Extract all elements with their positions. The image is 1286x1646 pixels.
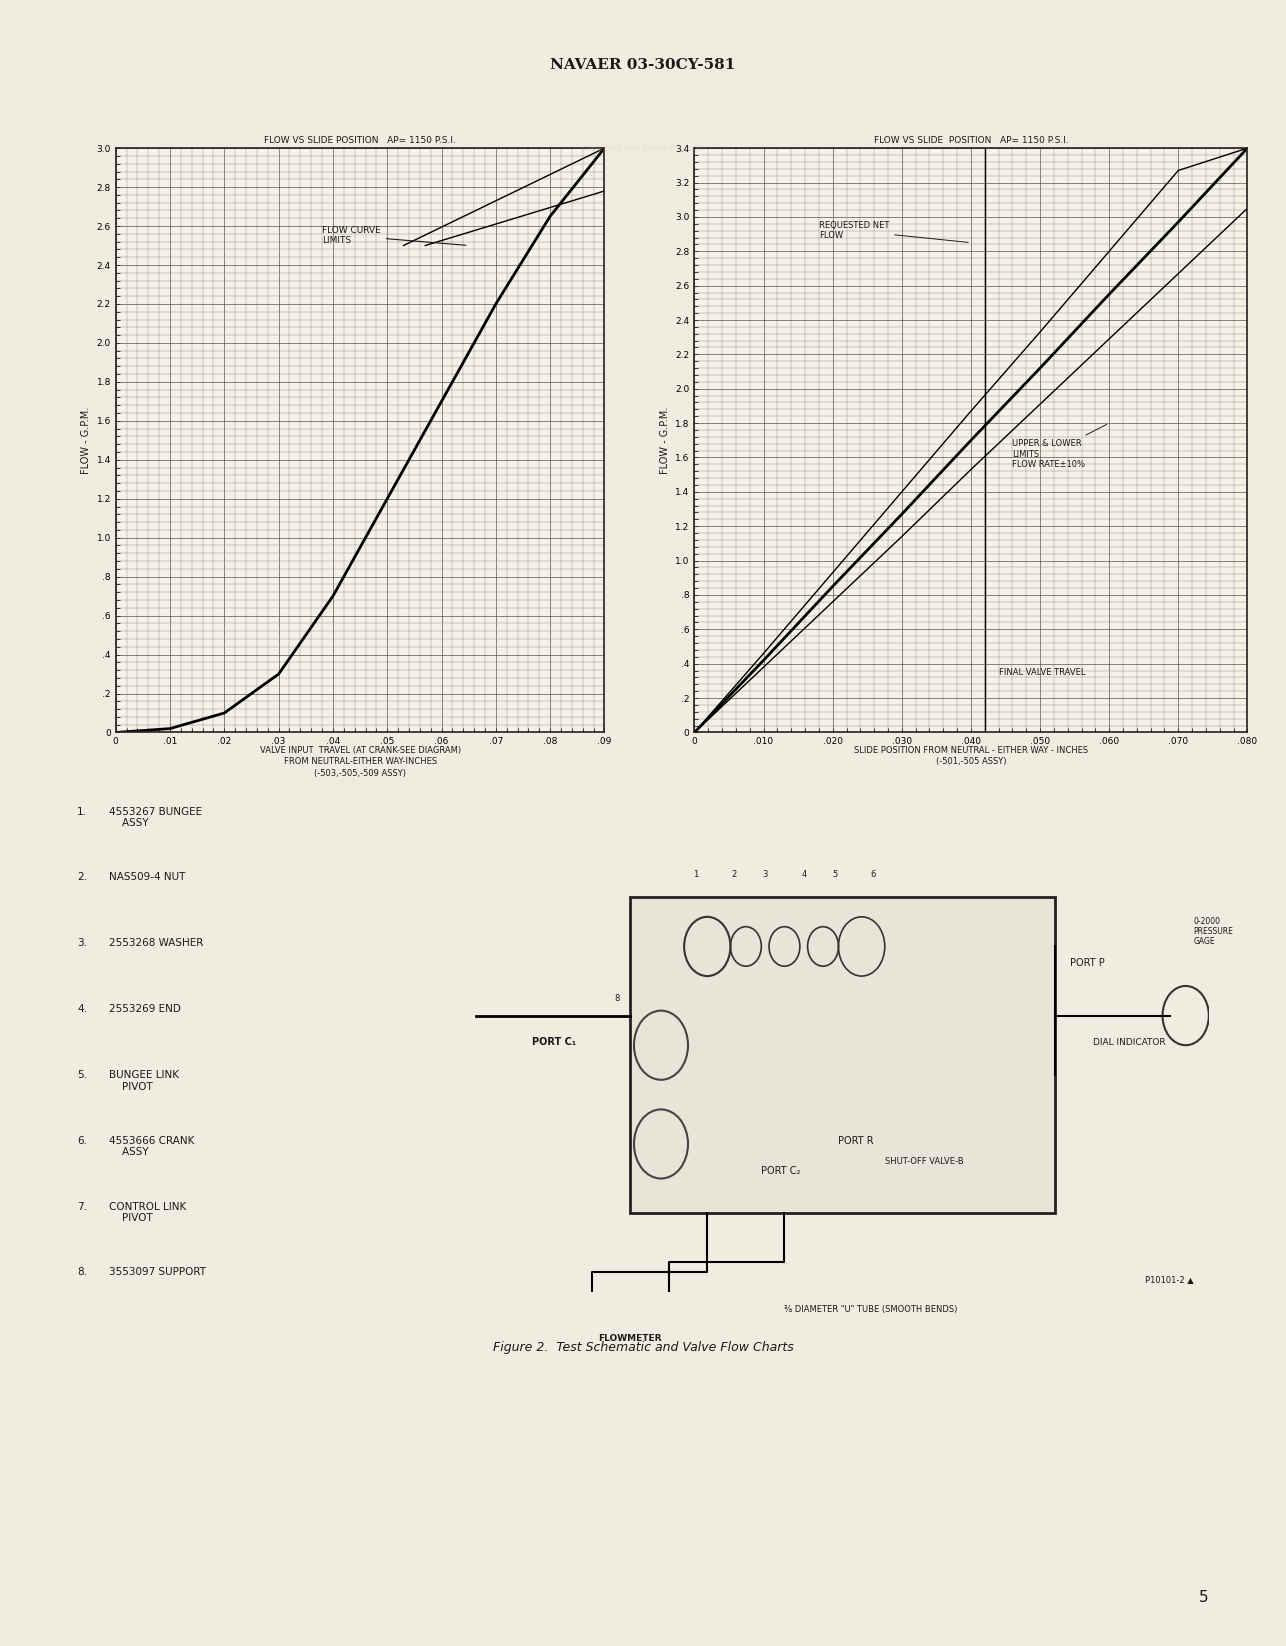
Title: FLOW VS SLIDE  POSITION   AP= 1150 P.S.I.: FLOW VS SLIDE POSITION AP= 1150 P.S.I. [873, 135, 1069, 145]
Text: PORT C₁: PORT C₁ [532, 1037, 576, 1047]
Text: PORT P: PORT P [1070, 958, 1105, 968]
Text: NAVAER 03-30CY-581: NAVAER 03-30CY-581 [550, 58, 736, 72]
Text: 5: 5 [1200, 1590, 1209, 1605]
Text: 8: 8 [615, 994, 620, 1002]
Text: FROM NEUTRAL-EITHER WAY-INCHES: FROM NEUTRAL-EITHER WAY-INCHES [283, 757, 437, 765]
Text: 2: 2 [732, 871, 737, 879]
Text: 3: 3 [763, 871, 768, 879]
Text: classified text bleed-through: classified text bleed-through [583, 143, 703, 153]
Text: FINAL VALVE TRAVEL: FINAL VALVE TRAVEL [999, 668, 1085, 678]
Text: P10101-2 ▲: P10101-2 ▲ [1145, 1276, 1193, 1284]
Text: ⅜ DIAMETER "U" TUBE (SMOOTH BENDS): ⅜ DIAMETER "U" TUBE (SMOOTH BENDS) [784, 1305, 958, 1314]
Text: (-501,-505 ASSY): (-501,-505 ASSY) [936, 757, 1006, 765]
Text: SHUT-OFF VALVE-B: SHUT-OFF VALVE-B [885, 1157, 963, 1165]
Text: UPPER & LOWER
LIMITS
FLOW RATE±10%: UPPER & LOWER LIMITS FLOW RATE±10% [1012, 425, 1107, 469]
Text: FLOW CURVE
LIMITS: FLOW CURVE LIMITS [322, 226, 466, 245]
Text: FLOWMETER: FLOWMETER [598, 1335, 662, 1343]
Text: 7.: 7. [77, 1202, 87, 1211]
Text: 4553666 CRANK
    ASSY: 4553666 CRANK ASSY [109, 1136, 194, 1157]
Text: PORT R: PORT R [838, 1136, 874, 1146]
Text: 5.: 5. [77, 1070, 87, 1080]
Text: 2553269 END: 2553269 END [109, 1004, 181, 1014]
Text: 5: 5 [832, 871, 837, 879]
Text: VALVE INPUT  TRAVEL (AT CRANK-SEE DIAGRAM): VALVE INPUT TRAVEL (AT CRANK-SEE DIAGRAM… [260, 746, 460, 754]
Bar [630, 897, 1055, 1213]
Y-axis label: FLOW - G.P.M.: FLOW - G.P.M. [660, 407, 670, 474]
Text: 8.: 8. [77, 1267, 87, 1277]
Text: (-503,-505,-509 ASSY): (-503,-505,-509 ASSY) [314, 769, 406, 777]
Text: 1.: 1. [77, 807, 87, 816]
Text: 3553097 SUPPORT: 3553097 SUPPORT [109, 1267, 206, 1277]
Text: 3.: 3. [77, 938, 87, 948]
Text: 4553267 BUNGEE
    ASSY: 4553267 BUNGEE ASSY [109, 807, 202, 828]
Text: DIAL INDICATOR: DIAL INDICATOR [1093, 1039, 1165, 1047]
Text: 0-2000
PRESSURE
GAGE: 0-2000 PRESSURE GAGE [1193, 917, 1233, 946]
Text: NAS509-4 NUT: NAS509-4 NUT [109, 872, 185, 882]
Text: REQUESTED NET
FLOW: REQUESTED NET FLOW [819, 221, 968, 242]
Text: 2.: 2. [77, 872, 87, 882]
Text: SLIDE POSITION FROM NEUTRAL - EITHER WAY - INCHES: SLIDE POSITION FROM NEUTRAL - EITHER WAY… [854, 746, 1088, 754]
Text: 4: 4 [801, 871, 806, 879]
Y-axis label: FLOW - G.P.M.: FLOW - G.P.M. [81, 407, 91, 474]
Text: 6: 6 [871, 871, 876, 879]
Text: BUNGEE LINK
    PIVOT: BUNGEE LINK PIVOT [109, 1070, 179, 1091]
Text: CONTROL LINK
    PIVOT: CONTROL LINK PIVOT [109, 1202, 186, 1223]
Text: 1: 1 [693, 871, 698, 879]
Text: 2553268 WASHER: 2553268 WASHER [109, 938, 203, 948]
Title: FLOW VS SLIDE POSITION   AP= 1150 P.S.I.: FLOW VS SLIDE POSITION AP= 1150 P.S.I. [264, 135, 457, 145]
Text: PORT C₂: PORT C₂ [761, 1165, 801, 1175]
Text: 6.: 6. [77, 1136, 87, 1146]
Text: 4.: 4. [77, 1004, 87, 1014]
Text: Figure 2.  Test Schematic and Valve Flow Charts: Figure 2. Test Schematic and Valve Flow … [493, 1341, 793, 1355]
